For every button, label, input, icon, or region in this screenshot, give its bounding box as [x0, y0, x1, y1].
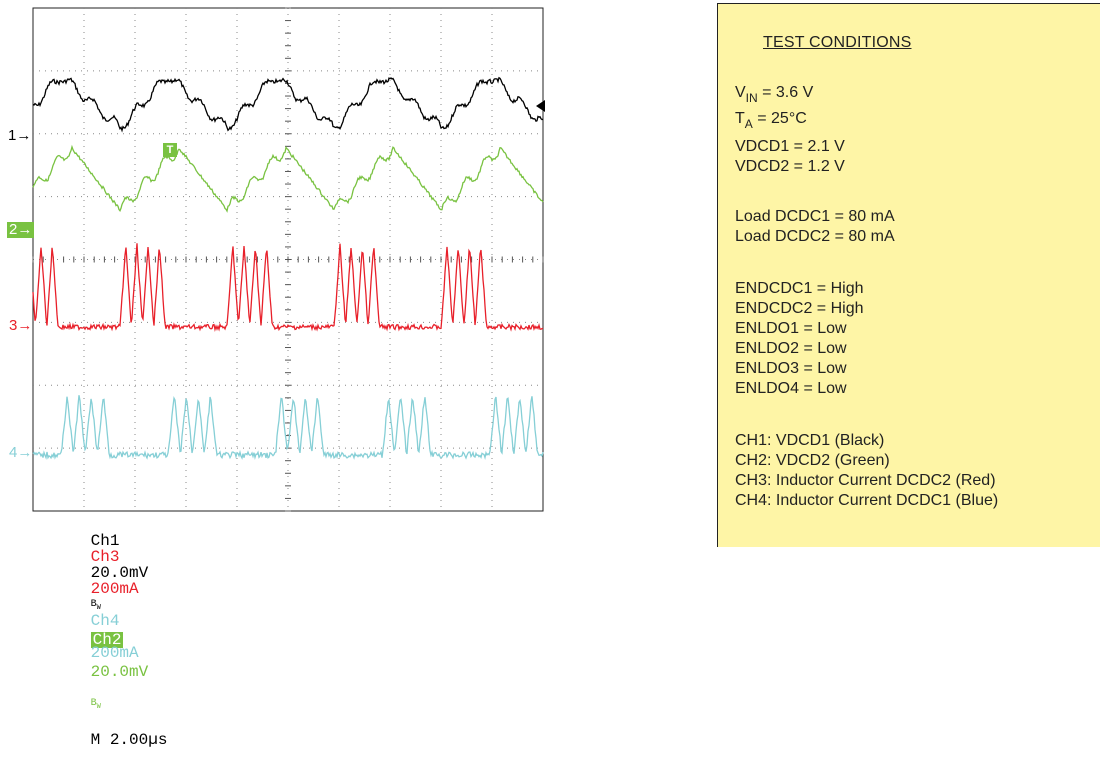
enldo1-line: ENLDO1 = Low	[735, 320, 847, 337]
ch1-label: Ch1	[90, 532, 120, 550]
ch3-legend: CH3: Inductor Current DCDC2 (Red)	[735, 472, 996, 489]
vin-line: VIN = 3.6 V	[735, 84, 814, 105]
ta-line: TA = 25°C	[735, 110, 807, 131]
scope-status-bar: Ch1 20.0mV BW Ch2 20.0mV BW M 2.00µs Ch3…	[0, 514, 560, 748]
ch1-trace	[32, 76, 544, 133]
vdcd1-line: VDCD1 = 2.1 V	[735, 138, 845, 155]
ch3-label: Ch3	[90, 548, 120, 566]
test-conditions-panel: TEST CONDITIONS VIN = 3.6 V TA = 25°C VD…	[717, 3, 1100, 547]
enldo4-line: ENLDO4 = Low	[735, 380, 847, 397]
trigger-marker: T	[163, 143, 177, 157]
oscilloscope-screen	[32, 7, 544, 512]
trigger-level-arrow-icon	[536, 100, 545, 112]
ch4-label: Ch4	[90, 612, 120, 630]
ch2-legend: CH2: VDCD2 (Green)	[735, 452, 890, 469]
ch4-trace	[32, 395, 544, 460]
ch3-scale: 200mA	[90, 580, 139, 598]
ch3-trace	[32, 243, 544, 332]
bw-limit-icon: BW	[90, 698, 101, 712]
load2-line: Load DCDC2 = 80 mA	[735, 228, 895, 245]
timebase-readout: M 2.00µs	[90, 730, 168, 749]
ch4-legend: CH4: Inductor Current DCDC1 (Blue)	[735, 492, 999, 509]
oscilloscope-display: 1→ 2→ 3→ 4→ T Ch1 20.0mV BW Ch2 20.0mV B…	[0, 0, 560, 748]
vdcd2-line: VDCD2 = 1.2 V	[735, 158, 845, 175]
enldo2-line: ENLDO2 = Low	[735, 340, 847, 357]
ch3-marker: 3→	[9, 317, 33, 334]
ch2-trace	[32, 144, 544, 213]
ch2-marker: 2→	[7, 221, 35, 238]
ch4-scale: 200mA	[90, 644, 139, 662]
enldo3-line: ENLDO3 = Low	[735, 360, 847, 377]
endcdc1-line: ENDCDC1 = High	[735, 280, 864, 297]
endcdc2-line: ENDCDC2 = High	[735, 300, 864, 317]
test-conditions-title: TEST CONDITIONS	[763, 34, 912, 51]
load1-line: Load DCDC1 = 80 mA	[735, 208, 895, 225]
ch4-marker: 4→	[9, 444, 33, 461]
ch1-legend: CH1: VDCD1 (Black)	[735, 432, 885, 449]
ch1-marker: 1→	[8, 127, 32, 144]
